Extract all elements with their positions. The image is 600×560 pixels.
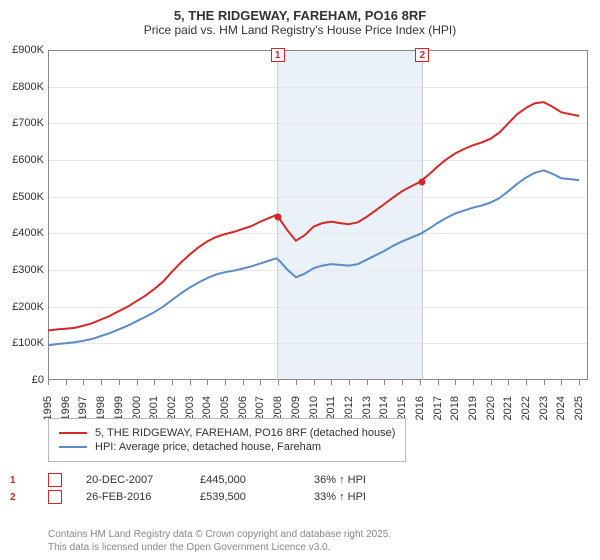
x-tick-label: 2018 — [449, 396, 461, 420]
legend-row: HPI: Average price, detached house, Fare… — [59, 441, 395, 453]
x-tick-label: 2016 — [414, 396, 426, 420]
y-tick-label: £900K — [0, 44, 44, 56]
legend-swatch — [59, 432, 87, 434]
x-tick-label: 2007 — [254, 396, 266, 420]
marker-date: 26-FEB-2016 — [86, 491, 176, 503]
chart-container: 5, THE RIDGEWAY, FAREHAM, PO16 8RF Price… — [0, 0, 600, 560]
x-tick-label: 2024 — [555, 396, 567, 420]
x-tick-label: 2013 — [361, 396, 373, 420]
marker-table: 1 20-DEC-2007 £445,000 36% ↑ HPI 2 26-FE… — [48, 470, 404, 507]
x-tick-label: 2000 — [131, 396, 143, 420]
marker-box-icon: 1 — [48, 473, 62, 487]
price_paid-line — [48, 102, 579, 330]
chart-marker-box: 2 — [415, 48, 429, 62]
x-tick-label: 2008 — [272, 396, 284, 420]
x-tick-label: 2011 — [325, 396, 337, 420]
y-tick-label: £700K — [0, 117, 44, 129]
marker-delta: 36% ↑ HPI — [314, 474, 404, 486]
x-tick-label: 2025 — [573, 396, 585, 420]
y-tick-label: £800K — [0, 81, 44, 93]
x-tick-label: 2022 — [520, 396, 532, 420]
x-tick-label: 2021 — [502, 396, 514, 420]
attribution: Contains HM Land Registry data © Crown c… — [48, 528, 391, 554]
x-tick-label: 2001 — [148, 396, 160, 420]
y-tick-label: £500K — [0, 191, 44, 203]
x-tick-label: 1999 — [113, 396, 125, 420]
y-tick-label: £0 — [0, 374, 44, 386]
x-tick-label: 2023 — [538, 396, 550, 420]
title-address: 5, THE RIDGEWAY, FAREHAM, PO16 8RF — [0, 8, 600, 23]
y-tick-label: £100K — [0, 337, 44, 349]
attribution-line: Contains HM Land Registry data © Crown c… — [48, 528, 391, 541]
legend: 5, THE RIDGEWAY, FAREHAM, PO16 8RF (deta… — [48, 418, 406, 462]
y-tick-label: £300K — [0, 264, 44, 276]
x-tick-label: 1996 — [60, 396, 72, 420]
title-block: 5, THE RIDGEWAY, FAREHAM, PO16 8RF Price… — [0, 0, 600, 41]
x-tick-label: 1995 — [42, 396, 54, 420]
marker-date: 20-DEC-2007 — [86, 474, 176, 486]
hpi-line — [48, 170, 579, 345]
x-tick-label: 2017 — [432, 396, 444, 420]
x-tick-label: 2015 — [396, 396, 408, 420]
chart-marker-box: 1 — [271, 48, 285, 62]
attribution-line: This data is licensed under the Open Gov… — [48, 541, 391, 554]
marker-price: £445,000 — [200, 474, 290, 486]
marker-table-row: 2 26-FEB-2016 £539,500 33% ↑ HPI — [48, 490, 404, 504]
y-tick-label: £200K — [0, 301, 44, 313]
marker-box-icon: 2 — [48, 490, 62, 504]
marker-price: £539,500 — [200, 491, 290, 503]
x-tick-label: 2010 — [308, 396, 320, 420]
legend-label: 5, THE RIDGEWAY, FAREHAM, PO16 8RF (deta… — [95, 427, 395, 439]
marker-table-row: 1 20-DEC-2007 £445,000 36% ↑ HPI — [48, 473, 404, 487]
x-tick-label: 2003 — [184, 396, 196, 420]
x-tick-label: 2006 — [237, 396, 249, 420]
x-tick-label: 2004 — [201, 396, 213, 420]
x-tick-label: 1998 — [95, 396, 107, 420]
x-tick-label: 2012 — [343, 396, 355, 420]
legend-label: HPI: Average price, detached house, Fare… — [95, 441, 321, 453]
title-subtitle: Price paid vs. HM Land Registry's House … — [0, 23, 600, 37]
legend-swatch — [59, 446, 87, 448]
legend-row: 5, THE RIDGEWAY, FAREHAM, PO16 8RF (deta… — [59, 427, 395, 439]
y-tick-label: £600K — [0, 154, 44, 166]
sale-dot — [419, 179, 426, 186]
y-tick-label: £400K — [0, 227, 44, 239]
x-tick-label: 2005 — [219, 396, 231, 420]
sale-dot — [274, 213, 281, 220]
x-tick-label: 2019 — [467, 396, 479, 420]
line-series — [48, 50, 588, 380]
x-tick-label: 1997 — [77, 396, 89, 420]
marker-delta: 33% ↑ HPI — [314, 491, 404, 503]
x-tick-label: 2009 — [290, 396, 302, 420]
x-tick-label: 2002 — [166, 396, 178, 420]
x-tick-label: 2014 — [378, 396, 390, 420]
x-tick-label: 2020 — [485, 396, 497, 420]
chart-area: £0£100K£200K£300K£400K£500K£600K£700K£80… — [48, 50, 588, 380]
